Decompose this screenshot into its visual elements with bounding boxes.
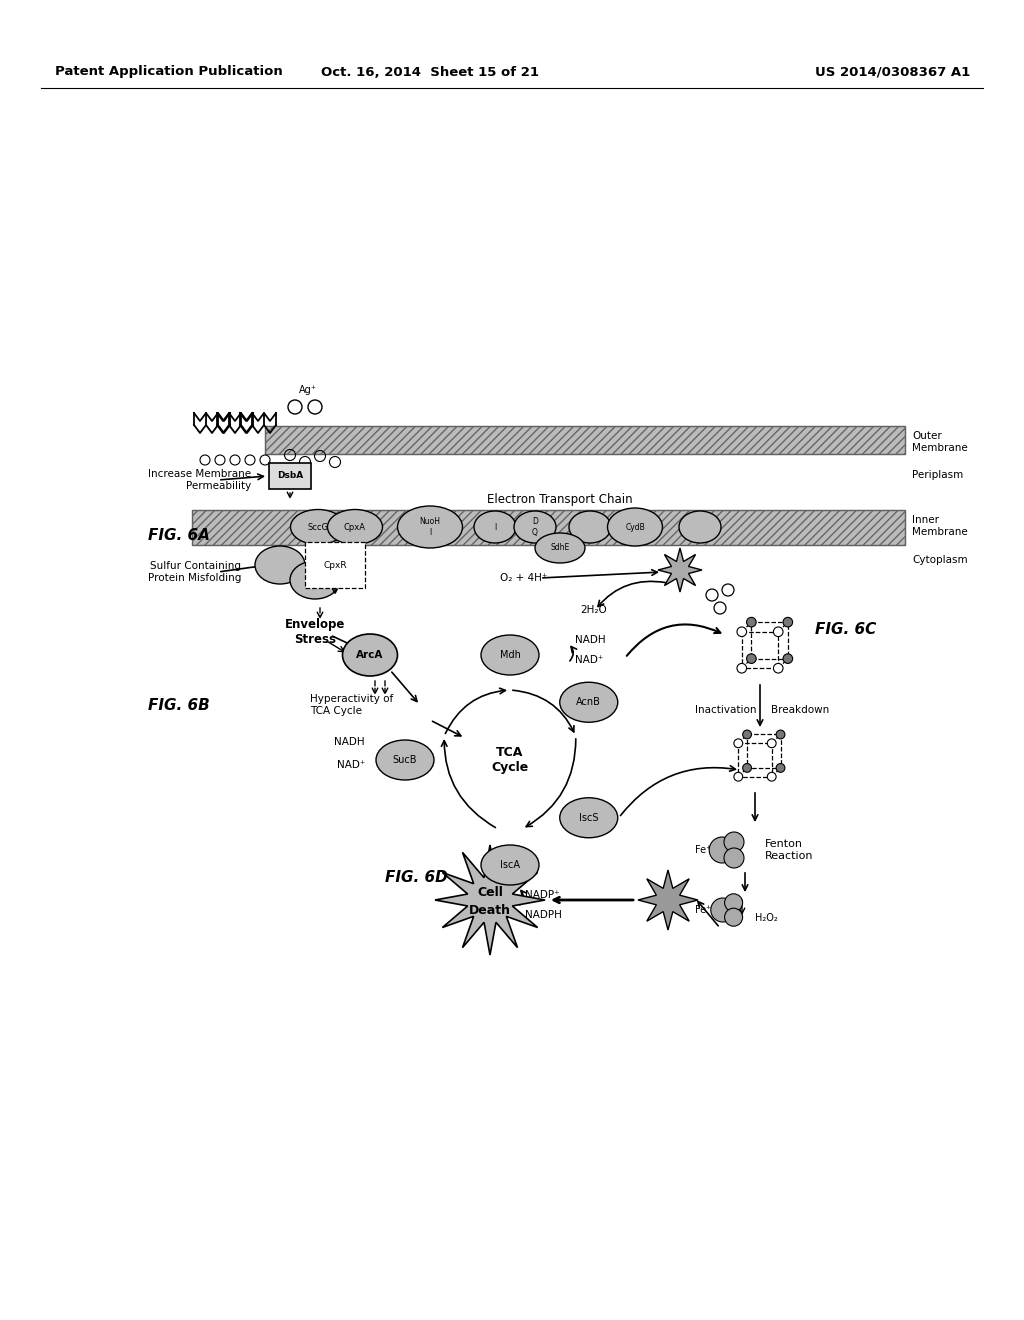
Text: Oct. 16, 2014  Sheet 15 of 21: Oct. 16, 2014 Sheet 15 of 21 — [321, 66, 539, 78]
Text: Hyperactivity of
TCA Cycle: Hyperactivity of TCA Cycle — [310, 694, 393, 715]
Text: NAD⁺: NAD⁺ — [575, 655, 603, 665]
Ellipse shape — [376, 741, 434, 780]
Circle shape — [742, 763, 752, 772]
Circle shape — [710, 837, 735, 863]
Ellipse shape — [474, 511, 516, 543]
Ellipse shape — [535, 533, 585, 564]
Text: FIG. 6D: FIG. 6D — [385, 870, 447, 886]
Polygon shape — [638, 870, 698, 931]
Text: Patent Application Publication: Patent Application Publication — [55, 66, 283, 78]
Circle shape — [734, 739, 742, 747]
Text: D
Q: D Q — [532, 517, 538, 537]
Text: CpxR: CpxR — [324, 561, 347, 569]
Text: ArcA: ArcA — [356, 649, 384, 660]
Text: IscA: IscA — [500, 861, 520, 870]
Circle shape — [776, 763, 785, 772]
Text: H₂O₂: H₂O₂ — [755, 913, 778, 923]
Text: SdhE: SdhE — [550, 544, 569, 553]
Ellipse shape — [481, 845, 539, 884]
Ellipse shape — [560, 797, 617, 838]
Ellipse shape — [481, 635, 539, 675]
Text: IscS: IscS — [579, 813, 598, 822]
Circle shape — [742, 730, 752, 739]
Bar — [265, 426, 905, 454]
Text: NuoH
I: NuoH I — [420, 517, 440, 537]
Bar — [265, 426, 905, 454]
Text: Cell: Cell — [477, 886, 503, 899]
Text: Increase Membrane
Permeability: Increase Membrane Permeability — [148, 469, 251, 491]
FancyBboxPatch shape — [269, 463, 311, 488]
Text: CpxA: CpxA — [344, 523, 366, 532]
Text: FIG. 6C: FIG. 6C — [815, 623, 877, 638]
Text: Ag⁺: Ag⁺ — [299, 385, 317, 395]
Text: NADP⁺: NADP⁺ — [525, 890, 560, 900]
Text: NADPH: NADPH — [525, 909, 562, 920]
Text: CydB: CydB — [625, 523, 645, 532]
Text: Fenton
Reaction: Fenton Reaction — [765, 840, 813, 861]
Ellipse shape — [607, 508, 663, 546]
Circle shape — [725, 908, 742, 927]
Ellipse shape — [255, 546, 305, 583]
Circle shape — [773, 627, 783, 636]
Polygon shape — [658, 548, 702, 591]
Circle shape — [711, 898, 735, 921]
Text: FIG. 6B: FIG. 6B — [148, 697, 210, 713]
Text: NADH: NADH — [335, 737, 365, 747]
Ellipse shape — [569, 511, 611, 543]
Circle shape — [767, 772, 776, 781]
Ellipse shape — [560, 682, 617, 722]
Text: AcnB: AcnB — [577, 697, 601, 708]
Ellipse shape — [679, 511, 721, 543]
Circle shape — [776, 730, 785, 739]
Text: Fe⁺³: Fe⁺³ — [694, 906, 715, 915]
Ellipse shape — [514, 511, 556, 543]
Bar — [193, 510, 905, 545]
Ellipse shape — [397, 506, 463, 548]
Text: TCA
Cycle: TCA Cycle — [492, 746, 528, 774]
Text: Inactivation: Inactivation — [695, 705, 757, 715]
Text: O₂ + 4H⁺: O₂ + 4H⁺ — [500, 573, 548, 583]
Ellipse shape — [290, 561, 340, 599]
Text: Cytoplasm: Cytoplasm — [912, 554, 968, 565]
Text: SccG: SccG — [307, 523, 329, 532]
Circle shape — [734, 772, 742, 781]
Text: FIG. 6A: FIG. 6A — [148, 528, 210, 543]
Bar — [193, 510, 905, 545]
Text: Death: Death — [469, 903, 511, 916]
Text: Mdh: Mdh — [500, 649, 520, 660]
Text: NADH: NADH — [575, 635, 605, 645]
Text: Outer
Membrane: Outer Membrane — [912, 432, 968, 453]
Text: 2H₂O: 2H₂O — [580, 605, 607, 615]
Ellipse shape — [328, 510, 383, 544]
Text: I: I — [494, 523, 496, 532]
Text: Sulfur Containing
Protein Misfolding: Sulfur Containing Protein Misfolding — [148, 561, 242, 583]
Ellipse shape — [342, 634, 397, 676]
Text: Electron Transport Chain: Electron Transport Chain — [487, 494, 633, 507]
Circle shape — [724, 847, 744, 869]
Text: SucB: SucB — [393, 755, 417, 766]
Circle shape — [737, 627, 746, 636]
Circle shape — [773, 664, 783, 673]
Text: NAD⁺: NAD⁺ — [337, 760, 365, 770]
Circle shape — [724, 832, 744, 851]
Circle shape — [783, 618, 793, 627]
Text: Breakdown: Breakdown — [771, 705, 829, 715]
Circle shape — [746, 653, 756, 664]
Text: US 2014/0308367 A1: US 2014/0308367 A1 — [815, 66, 970, 78]
Text: Fe⁺²: Fe⁺² — [694, 845, 715, 855]
Text: Periplasm: Periplasm — [912, 470, 964, 480]
Ellipse shape — [291, 510, 345, 544]
Text: Inner
Membrane: Inner Membrane — [912, 515, 968, 537]
Circle shape — [767, 739, 776, 747]
Polygon shape — [435, 845, 545, 954]
Circle shape — [746, 618, 756, 627]
Text: Envelope
Stress: Envelope Stress — [285, 618, 345, 645]
Circle shape — [725, 894, 742, 912]
Circle shape — [783, 653, 793, 664]
Circle shape — [737, 664, 746, 673]
Text: DsbA: DsbA — [276, 471, 303, 480]
